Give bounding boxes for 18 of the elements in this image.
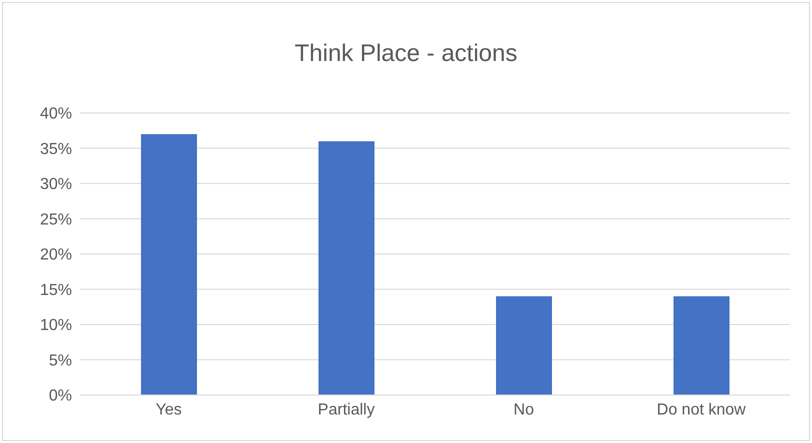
- bar: [318, 141, 374, 395]
- bar: [141, 134, 197, 395]
- chart-title: Think Place - actions: [294, 40, 518, 68]
- x-tick-label: Partially: [318, 401, 375, 418]
- y-tick-label: 0%: [48, 388, 72, 405]
- y-tick-label: 25%: [40, 211, 72, 228]
- y-tick-label: 15%: [40, 282, 72, 299]
- y-tick-label: 20%: [40, 246, 72, 264]
- y-tick-label: 40%: [40, 106, 72, 123]
- x-tick-label: No: [514, 401, 534, 418]
- bar: [674, 296, 730, 395]
- bar: [496, 296, 552, 395]
- y-tick-label: 5%: [48, 352, 72, 370]
- y-tick-label: 35%: [40, 140, 72, 158]
- x-tick-label: Yes: [156, 401, 182, 418]
- x-tick-label: Do not know: [656, 401, 746, 418]
- y-tick-label: 10%: [40, 317, 72, 334]
- y-tick-label: 30%: [40, 176, 72, 194]
